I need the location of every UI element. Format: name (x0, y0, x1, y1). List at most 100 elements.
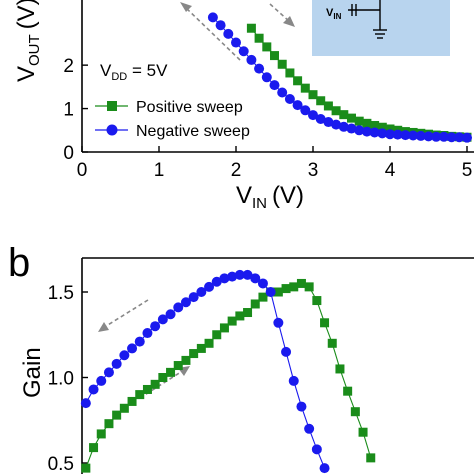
legend-positive-marker (107, 101, 117, 111)
data-point-square (377, 122, 387, 132)
inset-vin-label: VIN (326, 7, 342, 21)
data-point-circle (111, 358, 122, 369)
top-x-ticks: 0 1 2 3 4 5 (77, 146, 473, 181)
data-point-square (281, 284, 291, 294)
y-tick-label: 1 (63, 100, 74, 121)
data-point-square (262, 42, 272, 52)
data-point-circle (315, 113, 326, 124)
data-point-circle (288, 375, 299, 386)
data-point-circle (304, 423, 315, 434)
inset-schematic (312, 0, 450, 56)
data-point-square (142, 384, 152, 394)
panel-b-label: b (8, 241, 30, 285)
bottom-series (80, 269, 376, 474)
data-point-square (112, 410, 122, 420)
data-point-square (181, 355, 191, 365)
data-point-square (323, 101, 333, 111)
data-point-circle (438, 131, 449, 142)
data-point-circle (254, 63, 265, 74)
positive-sweep-arrowhead (283, 16, 295, 27)
y-tick-label: 0 (63, 143, 74, 164)
data-point-circle (188, 292, 199, 303)
data-point-square (385, 124, 395, 134)
data-point-circle (346, 123, 357, 134)
data-point-square (354, 116, 364, 126)
data-point-square (119, 403, 129, 413)
data-point-circle (215, 20, 226, 31)
data-point-circle (300, 105, 311, 116)
data-point-circle (269, 80, 280, 91)
data-point-square (335, 364, 345, 374)
data-point-square (127, 396, 137, 406)
data-point-square (81, 463, 91, 473)
data-point-circle (408, 130, 419, 141)
data-point-circle (127, 343, 138, 354)
data-point-square (246, 23, 256, 33)
data-point-circle (446, 132, 457, 143)
legend-negative-label: Negative sweep (136, 123, 250, 140)
data-point-circle (180, 297, 191, 308)
data-point-square (150, 379, 160, 389)
x-tick-label: 3 (308, 160, 319, 181)
data-point-circle (311, 444, 322, 455)
bottom-y-ticks: 0.5 1.0 1.5 (48, 283, 88, 474)
data-point-circle (227, 271, 238, 282)
data-point-square (158, 373, 168, 382)
data-point-circle (207, 12, 218, 23)
data-point-circle (454, 132, 465, 143)
data-point-circle (462, 132, 472, 143)
data-point-circle (331, 119, 342, 130)
data-point-square (270, 51, 279, 61)
data-point-square (273, 287, 283, 297)
data-point-circle (246, 54, 257, 65)
bottom-y-axis-label: Gain (19, 347, 46, 398)
data-point-square (96, 429, 106, 439)
data-point-circle (173, 302, 184, 313)
data-point-square (89, 443, 99, 453)
series-line-negative (85, 274, 326, 469)
data-point-square (304, 282, 314, 292)
bottom-negative-sweep-arrowhead (98, 322, 109, 332)
data-point-circle (204, 281, 215, 292)
top-y-axis-label: VOUT(V) (13, 0, 43, 82)
top-legend: Positive sweep Negative sweep (95, 99, 250, 140)
data-point-square (370, 121, 380, 131)
data-point-circle (238, 46, 249, 57)
data-point-square (189, 349, 199, 359)
data-point-circle (257, 278, 268, 289)
data-point-circle (96, 375, 107, 386)
data-point-circle (219, 273, 230, 284)
data-point-circle (273, 317, 284, 328)
data-point-circle (415, 130, 426, 141)
data-point-circle (296, 401, 307, 412)
data-point-circle (323, 117, 334, 128)
data-point-circle (354, 125, 365, 136)
data-point-circle (377, 128, 388, 139)
data-point-circle (134, 336, 145, 347)
x-tick-label: 5 (462, 160, 473, 181)
data-point-circle (223, 28, 234, 39)
bottom-negative-sweep-arrow (102, 299, 149, 329)
data-point-square (331, 106, 341, 116)
data-point-circle (265, 287, 276, 297)
data-point-square (173, 361, 183, 371)
data-point-circle (142, 328, 153, 339)
data-point-circle (88, 384, 99, 395)
data-point-circle (165, 309, 176, 320)
data-point-square (296, 278, 306, 288)
data-point-circle (250, 273, 261, 284)
data-point-circle (400, 130, 411, 141)
y-tick-label: 1.5 (48, 283, 74, 304)
vdd-annotation: VDD = 5V (100, 61, 168, 83)
data-point-circle (392, 129, 403, 140)
data-point-circle (292, 100, 303, 111)
legend-negative-marker (106, 124, 118, 136)
x-tick-label: 4 (385, 160, 396, 181)
data-point-circle (211, 276, 222, 287)
data-point-square (320, 318, 330, 328)
data-point-square (243, 308, 253, 318)
data-point-square (316, 96, 326, 106)
data-point-square (250, 299, 260, 309)
data-point-circle (261, 72, 272, 83)
data-point-square (285, 68, 295, 78)
